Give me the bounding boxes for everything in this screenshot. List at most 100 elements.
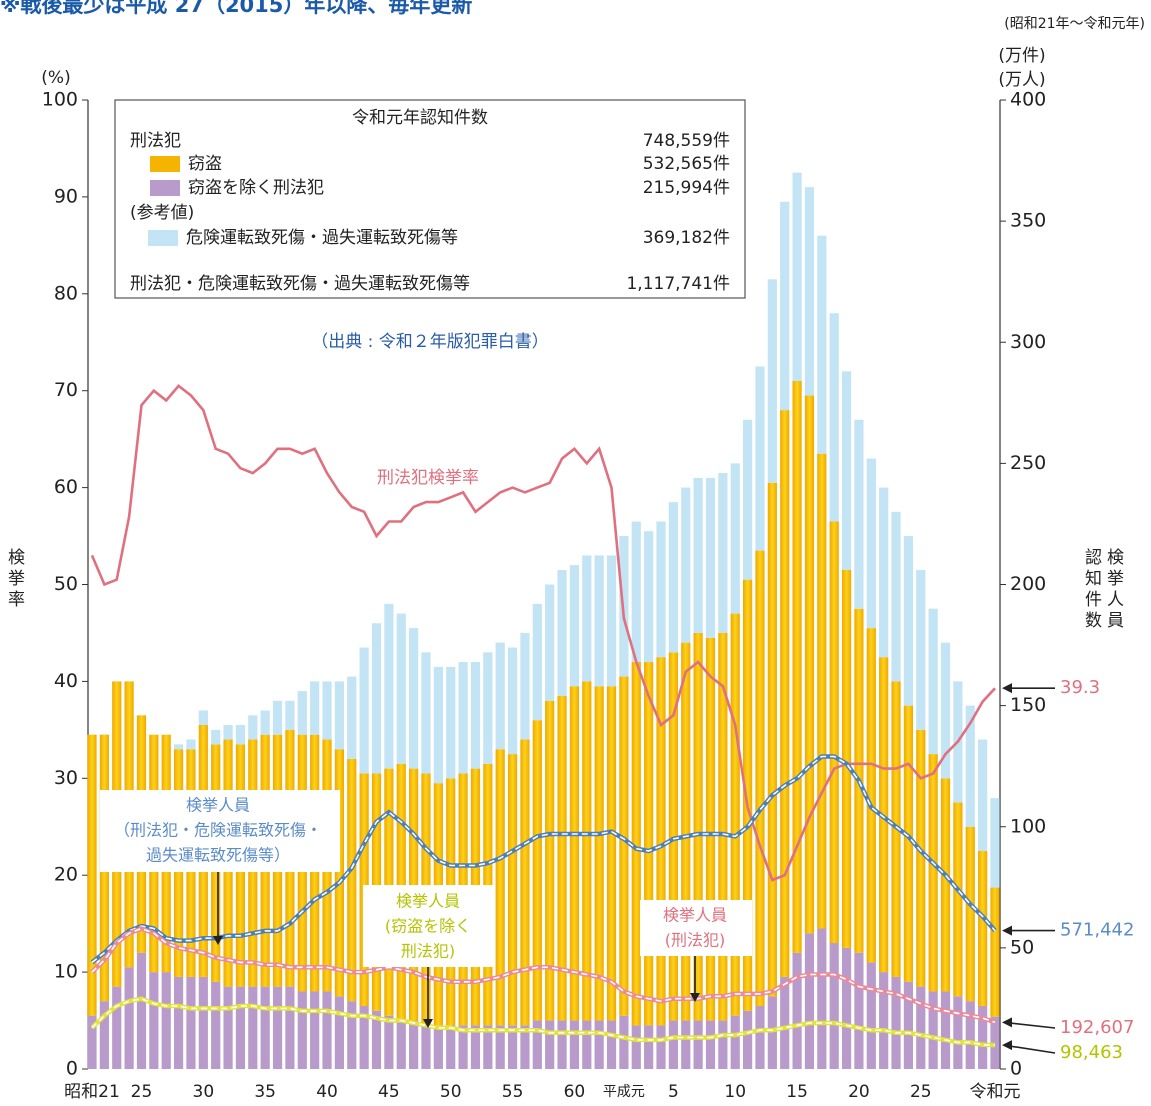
bar-segment [940, 642, 951, 779]
bar-segment [705, 1020, 716, 1069]
bar-segment [705, 477, 716, 638]
x-tick-label: 令和元 [970, 1082, 1021, 1102]
bar-segment [829, 521, 839, 944]
bar-segment [396, 1020, 406, 1069]
bar-segment [421, 652, 431, 774]
bar-segment [347, 758, 357, 1002]
y2-tick-label: 50 [1010, 936, 1034, 958]
bar-segment [743, 419, 753, 580]
bar-segment [359, 1006, 369, 1069]
bar-segment [817, 928, 827, 1069]
bar-segment [334, 996, 344, 1069]
bar-segment [965, 1001, 975, 1069]
bar-segment [161, 972, 171, 1069]
bar-segment [582, 1020, 592, 1069]
bar-segment [631, 662, 641, 1026]
dashed-line [91, 927, 996, 1024]
bar-segment [693, 1020, 703, 1069]
bar-segment [211, 729, 221, 745]
bar-segment [990, 1016, 1000, 1069]
bar-segment [879, 972, 889, 1069]
bar-segment [743, 1010, 753, 1069]
y-tick-label: 80 [54, 282, 78, 304]
bar-segment [780, 976, 790, 1069]
bar-segment [940, 778, 951, 992]
bar-segment [755, 550, 765, 1007]
bar-segment [594, 686, 604, 1021]
bar-segment [755, 366, 765, 551]
bar-segment [87, 1015, 97, 1069]
bar-segment [804, 395, 815, 934]
bar-segment [532, 1020, 542, 1069]
bar-segment [235, 986, 246, 1069]
bar-segment [681, 487, 691, 643]
bar-segment [693, 477, 703, 633]
bar-segment [594, 555, 604, 687]
bar-segment [631, 1025, 641, 1069]
bar-segment [668, 652, 678, 1021]
bar-segment [606, 555, 617, 687]
bar-segment [186, 739, 196, 750]
x-tick-label: 45 [378, 1082, 400, 1102]
dashed-line [91, 755, 996, 964]
y2-tick-label: 200 [1010, 573, 1046, 595]
x-tick-label: 35 [254, 1082, 276, 1102]
bar-segment [433, 1025, 443, 1069]
x-tick-label: 20 [848, 1082, 870, 1102]
bar-segment [507, 1025, 518, 1069]
bar-segment [891, 511, 901, 682]
bar-segment [594, 1020, 604, 1069]
annotation: (刑法犯) [665, 931, 726, 950]
bar-segment [248, 715, 258, 740]
bar-segment [780, 410, 790, 977]
bar-segment [631, 521, 641, 663]
bar-segment [928, 754, 938, 992]
legend-count: 369,182件 [643, 228, 730, 248]
bar-segment [767, 482, 777, 997]
bar-segment [371, 623, 382, 774]
x-tick-label: 55 [502, 1082, 524, 1102]
bar-segment [619, 676, 629, 1016]
bar-segment [891, 976, 901, 1069]
bar-segment [990, 887, 1000, 1017]
legend-swatch [150, 156, 180, 172]
bar-segment [817, 235, 827, 454]
x-tick-label: 昭和21 [64, 1082, 120, 1102]
annotation: 検挙人員 [396, 892, 460, 911]
bar-segment [656, 521, 666, 658]
bar-segment [446, 666, 456, 779]
bar-segment [916, 569, 926, 730]
legend-box [114, 99, 746, 299]
bar-segment [297, 991, 307, 1069]
bar-segment [767, 279, 777, 483]
bar-segment [260, 986, 270, 1069]
bar-segment [829, 943, 839, 1069]
annotation: （刑法犯・危険運転致死傷・ [114, 821, 322, 840]
bar-segment [718, 473, 728, 633]
x-tick-label: 5 [668, 1082, 679, 1102]
annotation: 検挙人員 [186, 796, 250, 815]
bar-segment [347, 1001, 357, 1069]
legend-count: 748,559件 [643, 131, 730, 151]
bar-segment [606, 1020, 617, 1069]
arrow-head [1002, 925, 1012, 936]
bar-segment [347, 676, 357, 759]
annotation: 過失運転致死傷等） [146, 846, 290, 865]
bar-segment [198, 710, 208, 726]
bar-segment [173, 976, 184, 1069]
bar-segment [978, 850, 988, 1007]
bar-segment [718, 1020, 728, 1069]
x-tick-label: 25 [131, 1082, 153, 1102]
bar-segment [446, 1025, 456, 1069]
y2-label: 検挙人員 [1103, 548, 1124, 632]
y-tick-label: 100 [42, 89, 78, 111]
bar-segment [743, 579, 753, 1011]
y2-tick-label: 350 [1010, 210, 1046, 232]
bar-segment [557, 1020, 567, 1069]
bar-segment [310, 991, 320, 1069]
bar-segment [841, 569, 852, 948]
bar-segment [582, 681, 592, 1021]
x-tick-label: 25 [910, 1082, 932, 1102]
bar-segment [458, 1025, 468, 1069]
bar-segment [817, 453, 827, 929]
